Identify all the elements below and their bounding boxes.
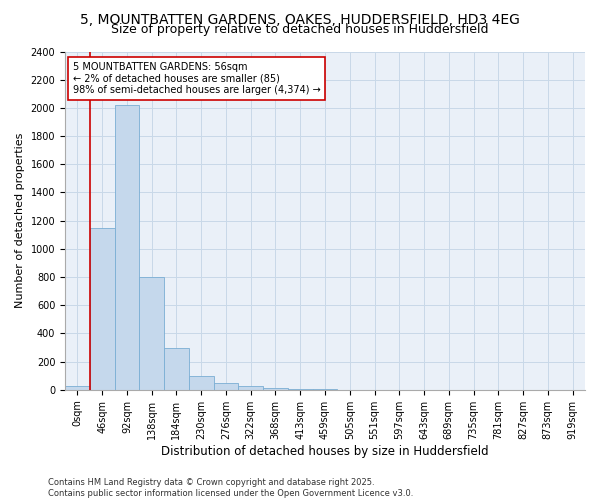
Bar [65,386,90,390]
Bar [115,105,139,390]
Bar [189,376,214,390]
Bar [238,386,263,390]
Bar [214,383,238,390]
Bar [164,348,189,390]
X-axis label: Distribution of detached houses by size in Huddersfield: Distribution of detached houses by size … [161,444,489,458]
Text: Size of property relative to detached houses in Huddersfield: Size of property relative to detached ho… [111,24,489,36]
Text: 5 MOUNTBATTEN GARDENS: 56sqm
← 2% of detached houses are smaller (85)
98% of sem: 5 MOUNTBATTEN GARDENS: 56sqm ← 2% of det… [73,62,320,95]
Text: 5, MOUNTBATTEN GARDENS, OAKES, HUDDERSFIELD, HD3 4EG: 5, MOUNTBATTEN GARDENS, OAKES, HUDDERSFI… [80,12,520,26]
Bar [139,277,164,390]
Y-axis label: Number of detached properties: Number of detached properties [15,133,25,308]
Bar [263,388,288,390]
Bar [90,228,115,390]
Text: Contains HM Land Registry data © Crown copyright and database right 2025.
Contai: Contains HM Land Registry data © Crown c… [48,478,413,498]
Bar [288,389,313,390]
